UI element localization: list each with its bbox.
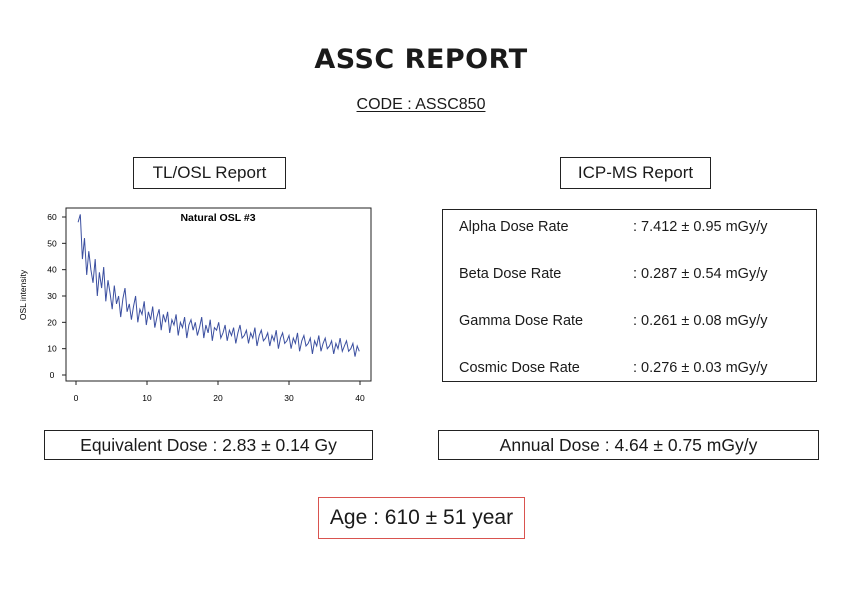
age-result-box: Age : 610 ± 51 year [318, 497, 525, 539]
y-tick-label: 40 [47, 265, 57, 275]
x-tick-label: 10 [142, 393, 152, 403]
equivalent-dose-box: Equivalent Dose : 2.83 ± 0.14 Gy [44, 430, 373, 460]
alpha-dose-label: Alpha Dose Rate [459, 219, 569, 235]
gamma-dose-label: Gamma Dose Rate [459, 313, 584, 329]
y-axis-label: OSL intensity [18, 269, 28, 320]
cosmic-dose-label: Cosmic Dose Rate [459, 360, 580, 376]
icp-ms-dose-table: Alpha Dose Rate : 7.412 ± 0.95 mGy/y Bet… [442, 209, 817, 382]
y-tick-label: 20 [47, 317, 57, 327]
gamma-dose-row: Gamma Dose Rate : 0.261 ± 0.08 mGy/y [459, 311, 809, 331]
alpha-dose-value: : 7.412 ± 0.95 mGy/y [633, 219, 768, 235]
x-tick-label: 30 [284, 393, 294, 403]
gamma-dose-value: : 0.261 ± 0.08 mGy/y [633, 313, 768, 329]
osl-chart-svg: Natural OSL #3 OSL intensity 0 10 20 30 40 50… [18, 207, 372, 403]
cosmic-dose-value: : 0.276 ± 0.03 mGy/y [633, 360, 768, 376]
beta-dose-label: Beta Dose Rate [459, 266, 562, 282]
beta-dose-row: Beta Dose Rate : 0.287 ± 0.54 mGy/y [459, 264, 809, 284]
report-title: ASSC REPORT [314, 44, 528, 75]
y-tick-label: 0 [50, 370, 55, 380]
icp-ms-report-label: ICP-MS Report [560, 157, 711, 189]
cosmic-dose-row: Cosmic Dose Rate : 0.276 ± 0.03 mGy/y [459, 358, 809, 378]
report-code: CODE : ASSC850 [0, 96, 842, 114]
x-tick-label: 20 [213, 393, 223, 403]
x-tick-label: 40 [355, 393, 365, 403]
alpha-dose-row: Alpha Dose Rate : 7.412 ± 0.95 mGy/y [459, 217, 809, 237]
osl-series-line [77, 214, 360, 357]
x-tick-label: 0 [74, 393, 79, 403]
y-tick-label: 50 [47, 238, 57, 248]
report-code-text: CODE : ASSC850 [356, 96, 486, 113]
beta-dose-value: : 0.287 ± 0.54 mGy/y [633, 266, 768, 282]
tl-osl-report-label: TL/OSL Report [133, 157, 286, 189]
axes: 0 10 20 30 40 50 60 0 10 20 30 40 [47, 212, 365, 403]
y-tick-label: 60 [47, 212, 57, 222]
annual-dose-box: Annual Dose : 4.64 ± 0.75 mGy/y [438, 430, 819, 460]
plot-frame [65, 207, 372, 382]
chart-title: Natural OSL #3 [180, 212, 255, 224]
y-tick-label: 30 [47, 291, 57, 301]
y-tick-label: 10 [47, 344, 57, 354]
osl-chart: Natural OSL #3 OSL intensity 0 10 20 30 40 50… [14, 205, 376, 410]
